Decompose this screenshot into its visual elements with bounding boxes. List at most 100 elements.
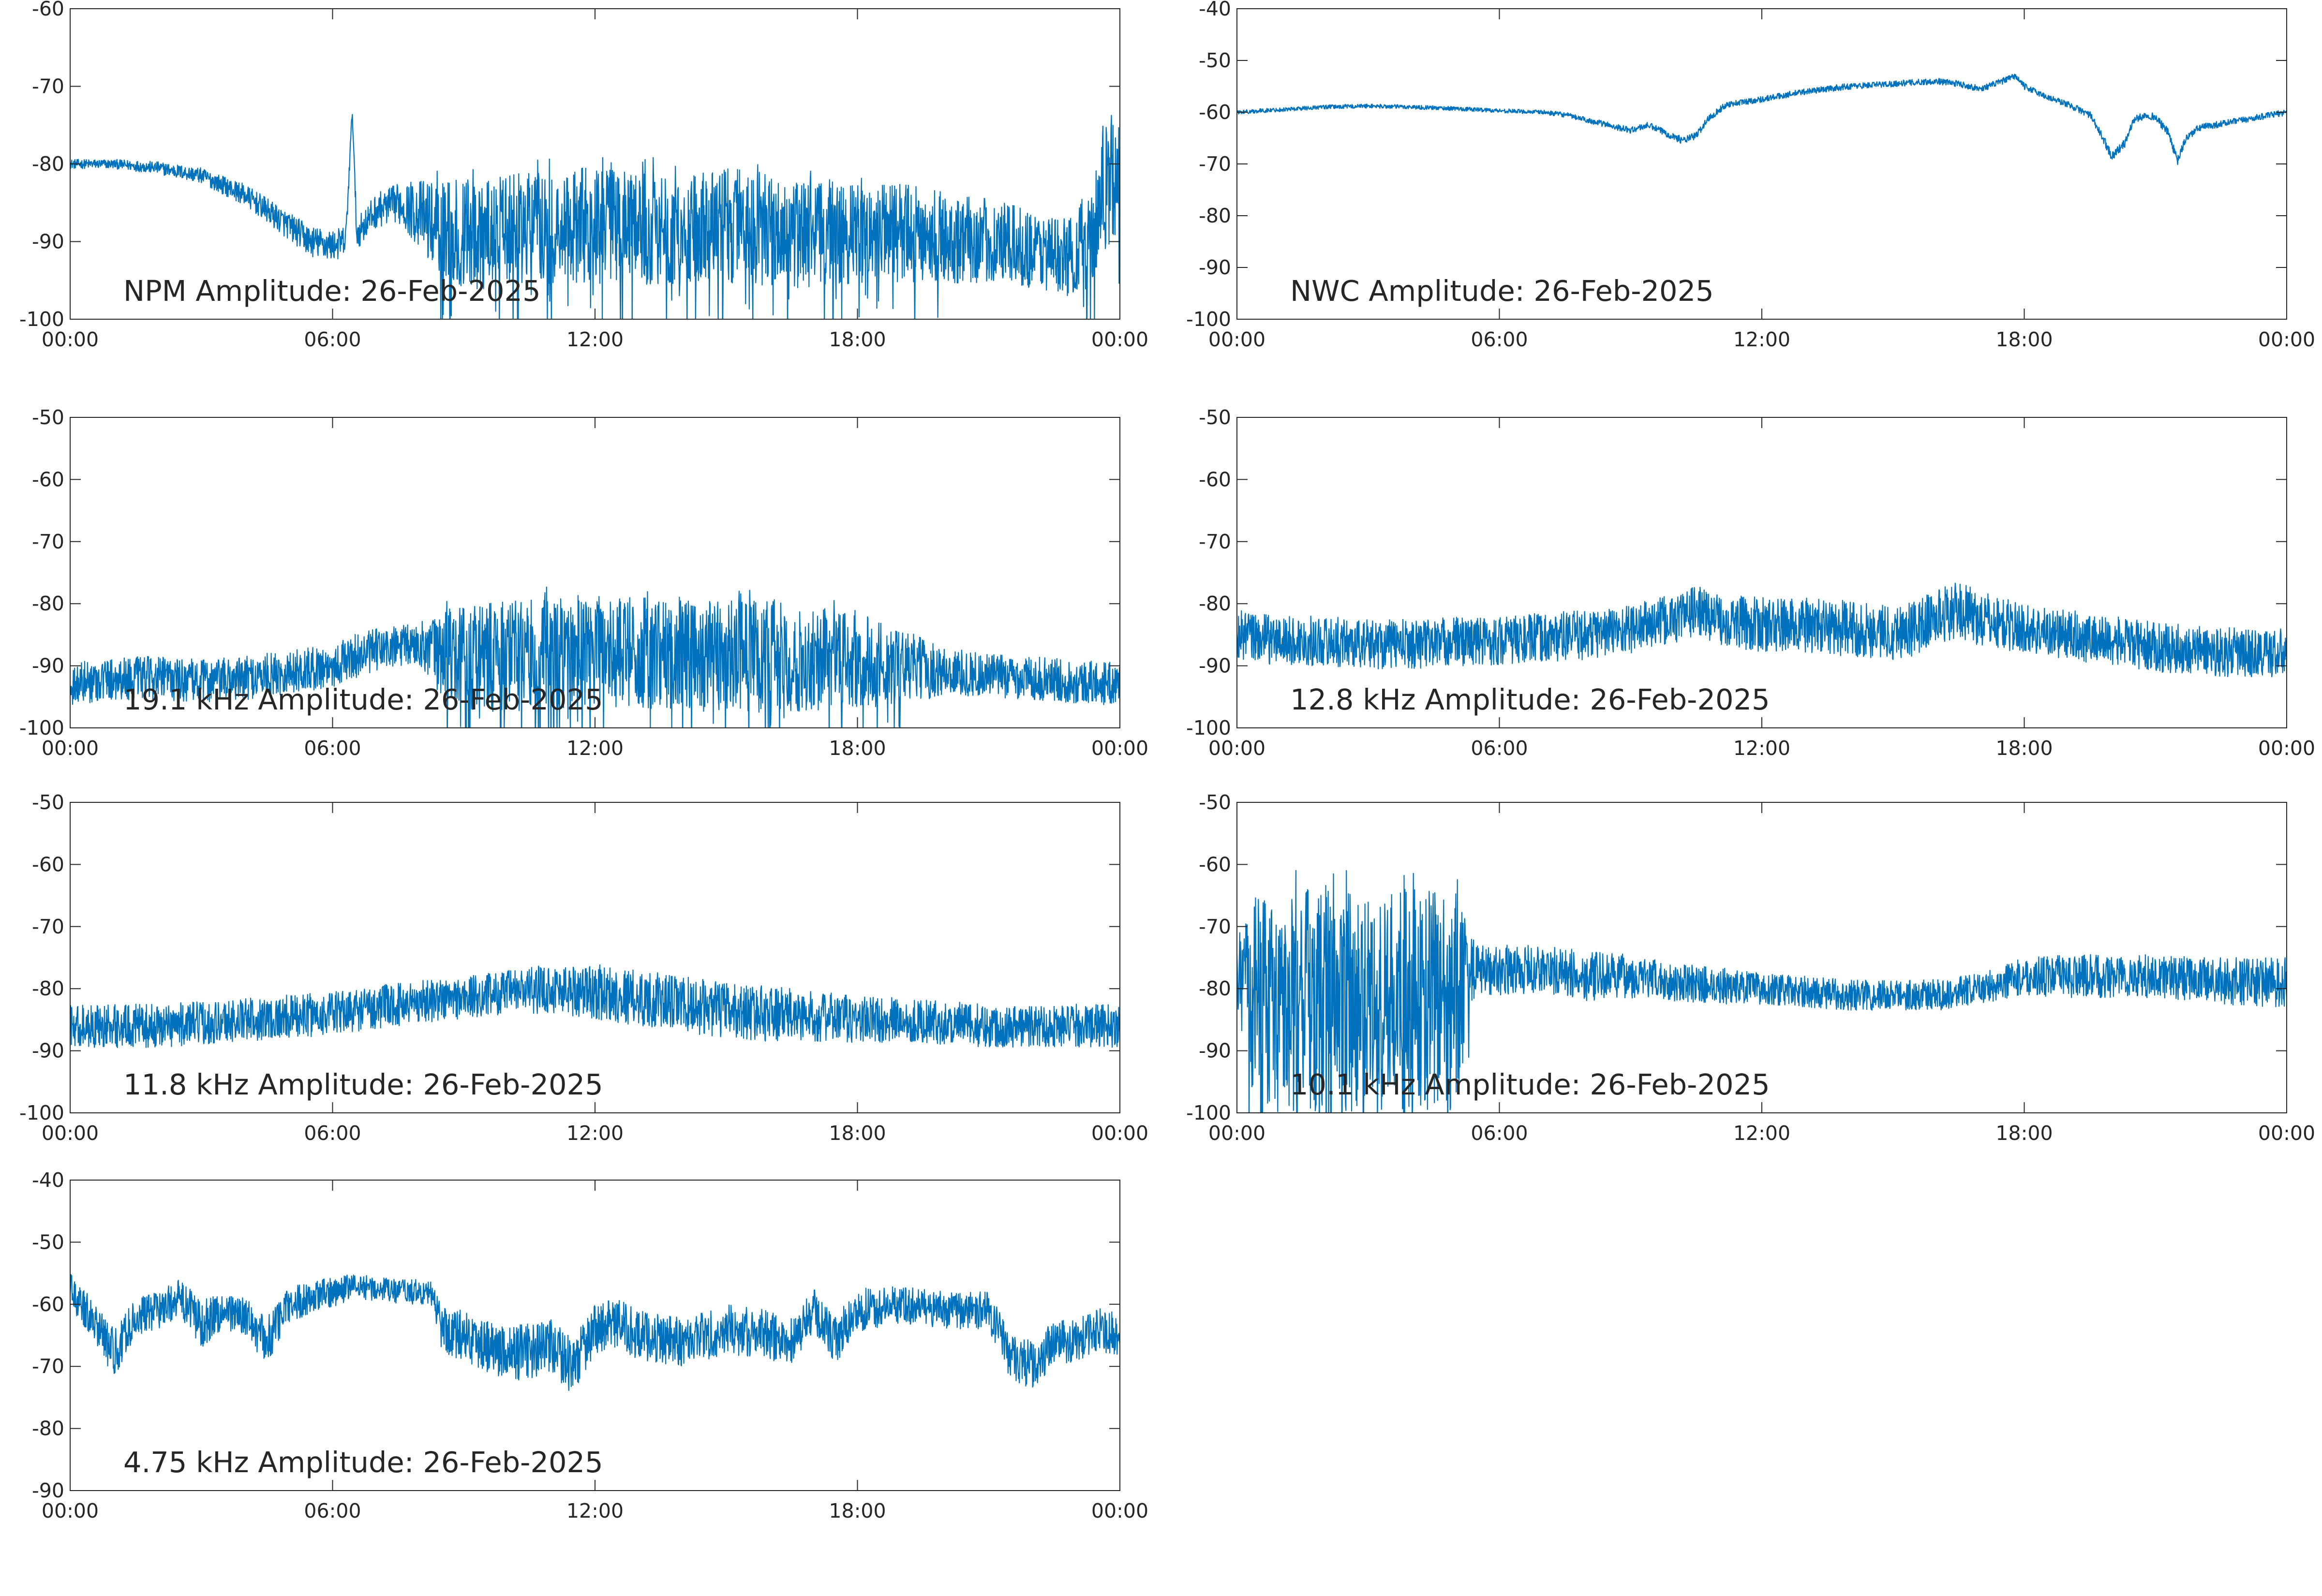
x-tick-label: 00:00	[1208, 737, 1265, 760]
x-tick-label: 12:00	[566, 1122, 624, 1145]
x-tick-label: 12:00	[1733, 737, 1790, 760]
y-tick-label: -90	[1199, 256, 1231, 279]
chart-title: NWC Amplitude: 26-Feb-2025	[1290, 274, 1714, 308]
y-tick-label: -80	[1199, 977, 1231, 1000]
chart-title: 12.8 kHz Amplitude: 26-Feb-2025	[1290, 683, 1770, 716]
y-tick-label: -80	[32, 152, 64, 176]
y-tick-label: -50	[1199, 791, 1231, 814]
x-tick-label: 06:00	[1471, 737, 1528, 760]
chart-panel: -100 -90 -80 -70 -60 -50 00:00 06:00 12:00 18:00 0…	[1186, 406, 2315, 760]
series-line	[1237, 870, 2287, 1113]
y-tick-label: -50	[32, 791, 64, 814]
y-tick-label: -100	[19, 1101, 64, 1124]
x-tick-label: 18:00	[829, 1122, 886, 1145]
y-tick-label: -70	[1199, 915, 1231, 938]
y-tick-label: -80	[32, 592, 64, 615]
y-tick-label: -50	[32, 406, 64, 429]
x-tick-label: 00:00	[1208, 1122, 1265, 1145]
y-tick-label: -90	[32, 1039, 64, 1063]
y-tick-label: -80	[32, 1417, 64, 1440]
y-tick-label: -70	[32, 530, 64, 553]
x-tick-label: 00:00	[2258, 1122, 2315, 1145]
x-tick-label: 06:00	[304, 328, 361, 351]
x-tick-label: 00:00	[1091, 1499, 1148, 1522]
x-tick-label: 06:00	[304, 737, 361, 760]
series-line	[1237, 582, 2287, 678]
x-tick-label: 00:00	[42, 1499, 99, 1522]
x-tick-label: 12:00	[566, 1499, 624, 1522]
series-line	[1237, 74, 2287, 165]
x-tick-label: 12:00	[1733, 328, 1790, 351]
x-tick-label: 00:00	[1091, 328, 1148, 351]
y-tick-label: -100	[1186, 1101, 1231, 1124]
chart-panel: -100 -90 -80 -70 -60 -50 00:00 06:00 12:00 18:00 0…	[1186, 791, 2315, 1145]
y-tick-label: -50	[1199, 406, 1231, 429]
x-tick-label: 18:00	[1995, 328, 2053, 351]
x-tick-label: 00:00	[1091, 737, 1148, 760]
x-tick-label: 06:00	[304, 1499, 361, 1522]
x-tick-label: 00:00	[42, 328, 99, 351]
y-tick-label: -70	[32, 75, 64, 98]
x-tick-label: 06:00	[1471, 1122, 1528, 1145]
y-tick-label: -60	[1199, 101, 1231, 124]
y-tick-label: -40	[32, 1168, 64, 1192]
x-tick-label: 00:00	[42, 737, 99, 760]
series-line	[70, 586, 1120, 728]
y-tick-label: -50	[32, 1230, 64, 1254]
chart-title: 19.1 kHz Amplitude: 26-Feb-2025	[123, 683, 603, 716]
y-tick-label: -60	[32, 1293, 64, 1316]
x-tick-label: 00:00	[1091, 1122, 1148, 1145]
y-tick-label: -100	[19, 716, 64, 739]
y-tick-label: -100	[19, 308, 64, 331]
x-tick-label: 06:00	[304, 1122, 361, 1145]
x-tick-label: 00:00	[2258, 737, 2315, 760]
chart-panel: -100 -90 -80 -70 -60 00:00 06:00 12:00 18:00 00:0…	[19, 0, 1148, 351]
y-tick-label: -70	[1199, 530, 1231, 553]
y-tick-label: -70	[32, 1355, 64, 1378]
x-tick-label: 12:00	[566, 328, 624, 351]
chart-title: 4.75 kHz Amplitude: 26-Feb-2025	[123, 1446, 603, 1479]
x-tick-label: 18:00	[1995, 1122, 2053, 1145]
chart-title: 10.1 kHz Amplitude: 26-Feb-2025	[1290, 1068, 1770, 1101]
x-tick-label: 18:00	[829, 1499, 886, 1522]
x-tick-label: 00:00	[42, 1122, 99, 1145]
chart-panel: -100 -90 -80 -70 -60 -50 00:00 06:00 12:00 18:00 0…	[19, 791, 1148, 1145]
y-tick-label: -80	[1199, 592, 1231, 615]
y-tick-label: -40	[1199, 0, 1231, 20]
y-tick-label: -90	[1199, 1039, 1231, 1063]
chart-panel: -100 -90 -80 -70 -60 -50 -40 00:00 06:00 12:00 18:…	[1186, 0, 2315, 351]
y-tick-label: -70	[32, 915, 64, 938]
series-line	[70, 114, 1120, 319]
x-tick-label: 00:00	[2258, 328, 2315, 351]
y-tick-label: -100	[1186, 308, 1231, 331]
y-tick-label: -90	[32, 230, 64, 253]
y-tick-label: -60	[32, 853, 64, 876]
y-tick-label: -60	[1199, 853, 1231, 876]
x-tick-label: 06:00	[1471, 328, 1528, 351]
series-line	[70, 1274, 1120, 1391]
y-tick-label: -60	[32, 468, 64, 491]
x-tick-label: 18:00	[829, 737, 886, 760]
y-tick-label: -90	[32, 654, 64, 678]
chart-panel: -100 -90 -80 -70 -60 -50 00:00 06:00 12:00 18:00 0…	[19, 406, 1148, 760]
y-tick-label: -70	[1199, 152, 1231, 176]
y-tick-label: -80	[32, 977, 64, 1000]
chart-panel: -90 -80 -70 -60 -50 -40 00:00 06:00 12:00 18:00 00…	[32, 1168, 1148, 1522]
y-tick-label: -60	[32, 0, 64, 20]
x-tick-label: 18:00	[1995, 737, 2053, 760]
chart-title: 11.8 kHz Amplitude: 26-Feb-2025	[123, 1068, 603, 1101]
y-tick-label: -60	[1199, 468, 1231, 491]
x-tick-label: 12:00	[566, 737, 624, 760]
chart-title: NPM Amplitude: 26-Feb-2025	[123, 274, 541, 308]
x-tick-label: 12:00	[1733, 1122, 1790, 1145]
x-tick-label: 00:00	[1208, 328, 1265, 351]
y-tick-label: -50	[1199, 49, 1231, 72]
y-tick-label: -80	[1199, 204, 1231, 227]
y-tick-label: -100	[1186, 716, 1231, 739]
y-tick-label: -90	[1199, 654, 1231, 678]
series-line	[70, 964, 1120, 1049]
x-tick-label: 18:00	[829, 328, 886, 351]
y-tick-label: -90	[32, 1479, 64, 1502]
